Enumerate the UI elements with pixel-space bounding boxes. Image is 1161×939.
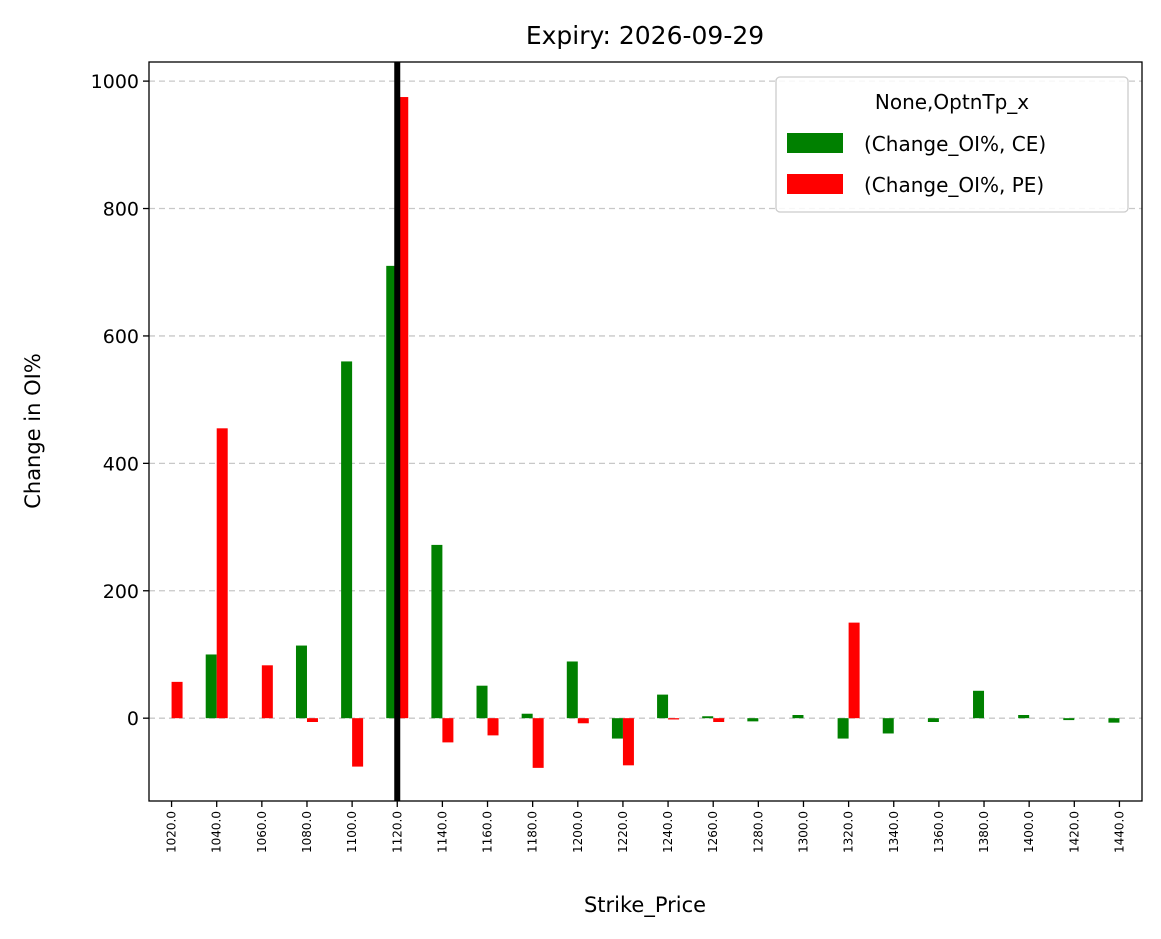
bar-ce-1340.0: [882, 718, 894, 734]
bar-ce-1100.0: [341, 361, 353, 719]
bar-pe-1120.0: [397, 97, 409, 719]
legend: None,OptnTp_x (Change_OI%, CE) (Change_O…: [775, 76, 1129, 213]
x-tick-label-1400.0: 1400.0: [1022, 811, 1036, 853]
bar-ce-1260.0: [702, 716, 714, 719]
x-tick-label-1360.0: 1360.0: [932, 811, 946, 853]
bar-pe-1320.0: [848, 622, 860, 719]
x-tick-label-1100.0: 1100.0: [345, 811, 359, 853]
x-tick-label-1440.0: 1440.0: [1112, 811, 1126, 853]
bar-pe-1180.0: [532, 718, 544, 768]
x-tick-label-1420.0: 1420.0: [1067, 811, 1081, 853]
legend-title: None,OptnTp_x: [875, 90, 1029, 114]
y-tick-label-400: 400: [103, 453, 139, 475]
x-tick-label-1340.0: 1340.0: [887, 811, 901, 853]
y-tick-label-200: 200: [103, 581, 139, 603]
x-tick-label-1080.0: 1080.0: [300, 811, 314, 853]
bar-pe-1260.0: [713, 718, 725, 723]
legend-frame: [775, 76, 1129, 213]
legend-label-pe: (Change_OI%, PE): [864, 173, 1044, 197]
x-tick-label-1160.0: 1160.0: [481, 811, 495, 853]
x-tick-label-1040.0: 1040.0: [210, 811, 224, 853]
x-tick-label-1140.0: 1140.0: [435, 811, 449, 853]
x-tick-label-1260.0: 1260.0: [706, 811, 720, 853]
bar-pe-1220.0: [622, 718, 634, 766]
legend-swatch-pe: [787, 174, 843, 194]
bar-pe-1140.0: [442, 718, 454, 743]
x-tick-label-1120.0: 1120.0: [390, 811, 404, 853]
bar-ce-1400.0: [1018, 714, 1030, 719]
x-axis: 1020.0 1040.0 1060.0 1080.0 1100.0 1120.0 1140…: [165, 801, 1126, 853]
bar-pe-1100.0: [352, 718, 364, 767]
bars: [171, 97, 1120, 768]
bar-ce-1180.0: [521, 713, 533, 719]
legend-swatch-ce: [787, 133, 843, 153]
y-axis: 0 200 400 600 800 1000: [91, 71, 149, 730]
x-tick-label-1220.0: 1220.0: [616, 811, 630, 853]
x-tick-label-1240.0: 1240.0: [661, 811, 675, 853]
x-axis-title: Strike_Price: [584, 893, 706, 918]
x-tick-label-1020.0: 1020.0: [165, 811, 179, 853]
bar-pe-1080.0: [306, 718, 318, 723]
x-tick-label-1380.0: 1380.0: [977, 811, 991, 853]
bar-ce-1080.0: [295, 645, 307, 719]
bar-pe-1160.0: [487, 718, 499, 736]
x-tick-label-1200.0: 1200.0: [571, 811, 585, 853]
legend-label-ce: (Change_OI%, CE): [864, 132, 1046, 156]
bar-pe-1200.0: [577, 718, 589, 724]
bar-pe-1240.0: [668, 718, 680, 720]
bar-ce-1160.0: [476, 685, 488, 719]
bar-ce-1440.0: [1108, 718, 1120, 723]
y-tick-label-1000: 1000: [91, 71, 139, 93]
bar-ce-1380.0: [973, 690, 985, 719]
x-tick-label-1280.0: 1280.0: [751, 811, 765, 853]
bar-ce-1240.0: [657, 694, 669, 719]
y-tick-label-600: 600: [103, 326, 139, 348]
bar-ce-1040.0: [205, 654, 217, 719]
plot-frame: [148, 61, 1143, 802]
bar-ce-1140.0: [431, 544, 443, 719]
y-axis-title: Change in OI%: [21, 353, 45, 509]
bar-ce-1280.0: [747, 718, 759, 722]
bar-ce-1320.0: [837, 718, 849, 739]
bar-ce-1200.0: [566, 661, 578, 719]
bar-ce-1120.0: [386, 265, 398, 719]
bar-ce-1420.0: [1063, 718, 1075, 721]
bar-ce-1300.0: [792, 714, 804, 719]
x-tick-label-1300.0: 1300.0: [796, 811, 810, 853]
bar-pe-1020.0: [171, 681, 183, 719]
bar-ce-1220.0: [611, 718, 623, 739]
x-tick-label-1320.0: 1320.0: [842, 811, 856, 853]
bar-ce-1360.0: [927, 718, 939, 723]
y-tick-label-0: 0: [127, 708, 139, 730]
x-tick-label-1060.0: 1060.0: [255, 811, 269, 853]
y-tick-label-800: 800: [103, 199, 139, 221]
bar-pe-1040.0: [216, 428, 228, 719]
x-tick-label-1180.0: 1180.0: [526, 811, 540, 853]
chart-title: Expiry: 2026-09-29: [526, 21, 764, 50]
bar-pe-1060.0: [261, 665, 273, 719]
